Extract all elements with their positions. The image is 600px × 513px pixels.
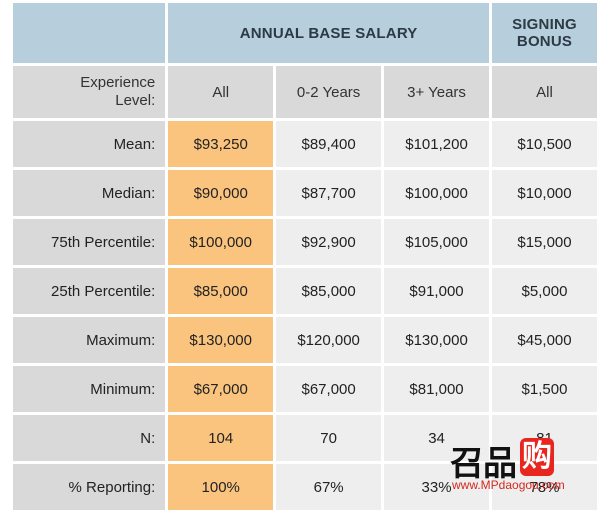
column-header-signing-all: All: [491, 66, 597, 118]
cell-3-plus-years: $130,000: [384, 317, 489, 363]
header-row: ANNUAL BASE SALARY SIGNING BONUS: [13, 3, 597, 63]
cell-3-plus-years: $100,000: [384, 170, 489, 216]
cell-all: 104: [168, 415, 274, 461]
cell-all: $100,000: [168, 219, 274, 265]
salary-table: ANNUAL BASE SALARY SIGNING BONUS Experie…: [10, 0, 600, 513]
cell-3-plus-years: $105,000: [384, 219, 489, 265]
signing-bonus-line2: BONUS: [516, 33, 573, 50]
row-label: Mean:: [13, 121, 166, 167]
cell-0-2-years: $92,900: [276, 219, 382, 265]
table-row: 75th Percentile: $100,000 $92,900 $105,0…: [13, 219, 597, 265]
row-label: N:: [13, 415, 166, 461]
cell-signing-bonus: $5,000: [491, 268, 597, 314]
cell-3-plus-years: $91,000: [384, 268, 489, 314]
cell-signing-bonus: 78%: [491, 464, 597, 510]
row-label: 75th Percentile:: [13, 219, 166, 265]
cell-3-plus-years: $81,000: [384, 366, 489, 412]
table-row: 25th Percentile: $85,000 $85,000 $91,000…: [13, 268, 597, 314]
cell-0-2-years: $89,400: [276, 121, 382, 167]
table-row: Median: $90,000 $87,700 $100,000 $10,000: [13, 170, 597, 216]
cell-3-plus-years: 34: [384, 415, 489, 461]
cell-signing-bonus: $10,500: [491, 121, 597, 167]
cell-0-2-years: 67%: [276, 464, 382, 510]
annual-base-salary-header: ANNUAL BASE SALARY: [168, 3, 489, 63]
cell-3-plus-years: 33%: [384, 464, 489, 510]
cell-0-2-years: 70: [276, 415, 382, 461]
column-header-0-2-years: 0-2 Years: [276, 66, 382, 118]
header-empty-cell: [13, 3, 166, 63]
cell-all: $85,000: [168, 268, 274, 314]
cell-signing-bonus: $1,500: [491, 366, 597, 412]
cell-signing-bonus: $10,000: [491, 170, 597, 216]
cell-0-2-years: $85,000: [276, 268, 382, 314]
row-label: % Reporting:: [13, 464, 166, 510]
cell-0-2-years: $120,000: [276, 317, 382, 363]
table-row: Maximum: $130,000 $120,000 $130,000 $45,…: [13, 317, 597, 363]
cell-all: $67,000: [168, 366, 274, 412]
cell-0-2-years: $87,700: [276, 170, 382, 216]
cell-3-plus-years: $101,200: [384, 121, 489, 167]
column-header-all: All: [168, 66, 274, 118]
cell-0-2-years: $67,000: [276, 366, 382, 412]
cell-all: $90,000: [168, 170, 274, 216]
row-label: Median:: [13, 170, 166, 216]
cell-all: $93,250: [168, 121, 274, 167]
row-label: Maximum:: [13, 317, 166, 363]
table-row: Mean: $93,250 $89,400 $101,200 $10,500: [13, 121, 597, 167]
cell-signing-bonus: 81: [491, 415, 597, 461]
row-label: Minimum:: [13, 366, 166, 412]
table-row: % Reporting: 100% 67% 33% 78%: [13, 464, 597, 510]
subheader-row: Experience Level: All 0-2 Years 3+ Years…: [13, 66, 597, 118]
row-label: 25th Percentile:: [13, 268, 166, 314]
table-row: N: 104 70 34 81: [13, 415, 597, 461]
cell-all: 100%: [168, 464, 274, 510]
signing-bonus-line1: SIGNING: [512, 16, 577, 33]
table-row: Minimum: $67,000 $67,000 $81,000 $1,500: [13, 366, 597, 412]
signing-bonus-header: SIGNING BONUS: [491, 3, 597, 63]
cell-signing-bonus: $45,000: [491, 317, 597, 363]
cell-signing-bonus: $15,000: [491, 219, 597, 265]
cell-all: $130,000: [168, 317, 274, 363]
column-header-3-plus-years: 3+ Years: [384, 66, 489, 118]
experience-level-label: Experience Level:: [13, 66, 166, 118]
